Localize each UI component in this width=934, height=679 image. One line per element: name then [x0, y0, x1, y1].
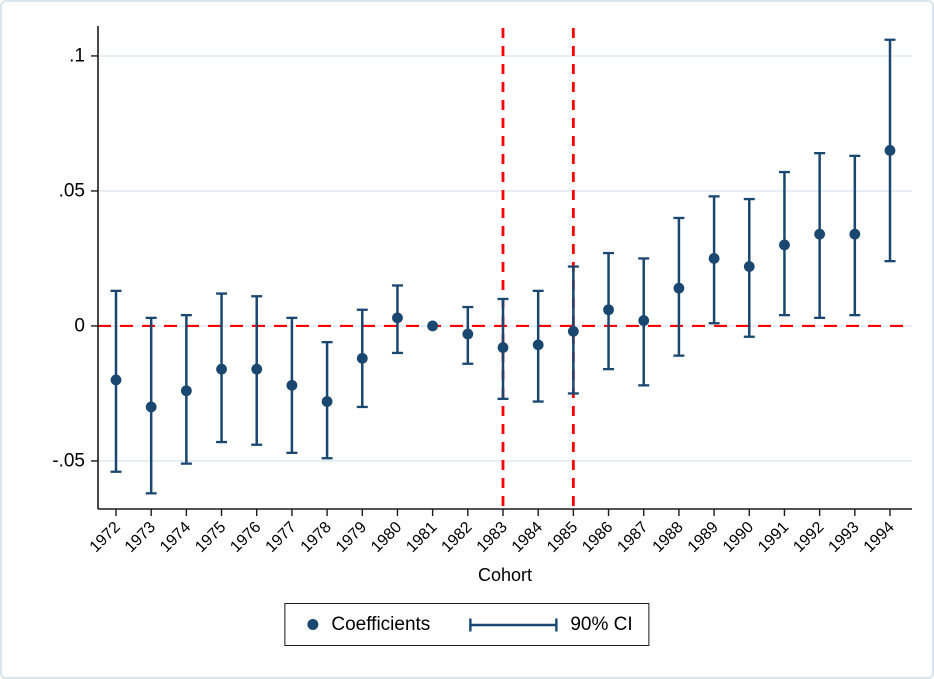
- coefficient-dot-1986: [603, 304, 614, 316]
- coefficient-dot-1992: [814, 228, 826, 240]
- x-tick-label-1989: 1989: [685, 519, 722, 556]
- y-tick-label-.1: .1: [69, 45, 85, 66]
- coefficient-dot-1990: [743, 261, 755, 272]
- x-tick-label-1972: 1972: [87, 519, 124, 556]
- coefficient-dot-1979: [356, 352, 368, 364]
- x-tick-label-1974: 1974: [157, 519, 194, 556]
- y-tick-label-.05: .05: [59, 180, 85, 201]
- x-tick-label-1976: 1976: [227, 519, 264, 556]
- coefficient-dot-1978: [321, 396, 333, 407]
- coefficient-dot-1981: [427, 320, 439, 332]
- legend-coefficients-label: Coefficients: [331, 613, 431, 635]
- x-tick-label-1988: 1988: [650, 519, 687, 556]
- x-tick-label-1983: 1983: [474, 519, 511, 556]
- coefficient-dot-1976: [251, 363, 263, 375]
- coefficient-dot-1984: [532, 339, 544, 351]
- coefficient-dot-1980: [392, 312, 403, 324]
- coefficient-dot-1994: [884, 145, 896, 156]
- x-tick-label-1980: 1980: [368, 519, 405, 556]
- x-tick-label-1981: 1981: [403, 519, 440, 556]
- coefficient-dot-1993: [849, 228, 861, 240]
- x-tick-label-1982: 1982: [438, 519, 475, 556]
- x-tick-label-1994: 1994: [861, 519, 898, 556]
- coefficient-dot-1975: [216, 363, 227, 375]
- coefficient-dot-1973: [145, 401, 157, 413]
- x-tick-label-1990: 1990: [720, 519, 757, 556]
- coefficient-dot-1982: [462, 328, 474, 340]
- legend-ci-label: 90% CI: [570, 613, 633, 635]
- coefficient-dot-1987: [638, 315, 650, 326]
- coefficient-dot-1983: [497, 342, 509, 353]
- coefficient-dot-1985: [567, 325, 579, 337]
- legend-box: Coefficients 90% CI: [284, 603, 650, 646]
- x-tick-label-1986: 1986: [579, 519, 616, 556]
- x-tick-label-1978: 1978: [298, 519, 335, 556]
- coefficient-dot-1991: [779, 239, 790, 251]
- coefficient-dot-1974: [180, 385, 192, 397]
- x-axis-title: Cohort: [477, 565, 533, 585]
- legend-errorbar-icon: [469, 618, 558, 631]
- x-tick-label-1993: 1993: [825, 519, 862, 556]
- y-tick-label-0: 0: [74, 315, 85, 336]
- x-tick-label-1987: 1987: [614, 519, 651, 556]
- legend-coefficients-dot-icon: [307, 619, 319, 630]
- y-tick-label--.05: -.05: [52, 450, 85, 471]
- coefficient-dot-1988: [673, 282, 685, 294]
- x-tick-label-1992: 1992: [790, 519, 827, 556]
- x-tick-label-1977: 1977: [263, 519, 300, 556]
- coefficient-dot-1972: [110, 374, 122, 386]
- x-tick-label-1991: 1991: [755, 519, 792, 556]
- x-tick-label-1979: 1979: [333, 519, 370, 556]
- x-tick-label-1985: 1985: [544, 519, 581, 556]
- x-tick-label-1975: 1975: [192, 519, 229, 556]
- coefficient-dot-1977: [286, 379, 298, 391]
- x-tick-label-1973: 1973: [122, 519, 159, 556]
- x-tick-label-1984: 1984: [509, 519, 546, 556]
- coefficient-dot-1989: [708, 253, 720, 264]
